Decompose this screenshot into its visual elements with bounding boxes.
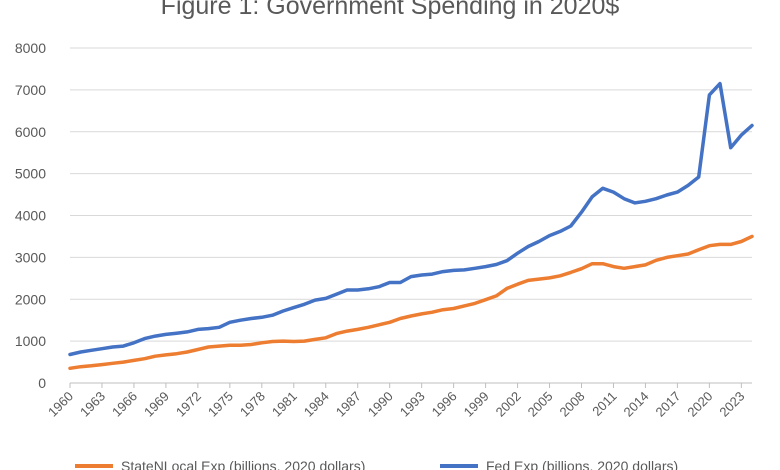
x-axis-ticks: 1960 1963 1966 1969 1972 1975 1978 1981 1984 1987… [45, 383, 747, 420]
x-tick-label: 1975 [205, 389, 236, 420]
y-tick-label: 2000 [15, 291, 46, 307]
series-line-1 [68, 81, 754, 357]
x-tick-label: 1969 [141, 389, 172, 420]
series-line-0 [68, 234, 754, 371]
y-tick-label: 0 [38, 375, 46, 391]
x-tick-label: 1990 [365, 389, 396, 420]
x-tick-label: 1960 [45, 389, 76, 420]
x-tick-label: 1984 [301, 389, 332, 420]
x-tick-label: 2008 [557, 389, 588, 420]
series-lines [68, 81, 754, 371]
x-tick-label: 1963 [77, 389, 108, 420]
x-tick-label: 2014 [621, 389, 652, 420]
y-tick-label: 5000 [15, 166, 46, 182]
x-tick-label: 1966 [109, 389, 140, 420]
legend: StateNLocal Exp (billions, 2020 dollars)… [75, 458, 678, 470]
legend-label-1: Fed Exp (billions, 2020 dollars) [486, 458, 678, 470]
x-tick-label: 2023 [716, 389, 747, 420]
y-tick-label: 3000 [15, 249, 46, 265]
legend-label-0: StateNLocal Exp (billions, 2020 dollars) [121, 458, 365, 470]
y-tick-label: 8000 [15, 40, 46, 56]
x-tick-label: 2011 [589, 389, 619, 419]
x-tick-label: 1996 [429, 389, 460, 420]
x-tick-label: 1993 [397, 389, 428, 420]
x-tick-label: 2002 [493, 389, 524, 420]
y-tick-label: 1000 [15, 333, 46, 349]
gridlines [70, 47, 752, 384]
chart-title: Figure 1: Government Spending in 2020$ [160, 0, 620, 20]
y-tick-label: 6000 [15, 124, 46, 140]
x-tick-label: 2020 [684, 389, 715, 420]
x-tick-label: 1972 [173, 389, 204, 420]
x-tick-label: 1978 [237, 389, 268, 420]
x-tick-label: 1987 [333, 389, 364, 420]
y-axis-ticks: 0 1000 2000 3000 4000 5000 6000 7000 8000 [15, 40, 46, 391]
x-tick-label: 1981 [269, 389, 300, 420]
x-tick-label: 2005 [525, 389, 556, 420]
y-tick-label: 7000 [15, 82, 46, 98]
y-tick-label: 4000 [15, 208, 46, 224]
x-tick-label: 2017 [652, 389, 683, 420]
x-tick-label: 1999 [461, 389, 492, 420]
